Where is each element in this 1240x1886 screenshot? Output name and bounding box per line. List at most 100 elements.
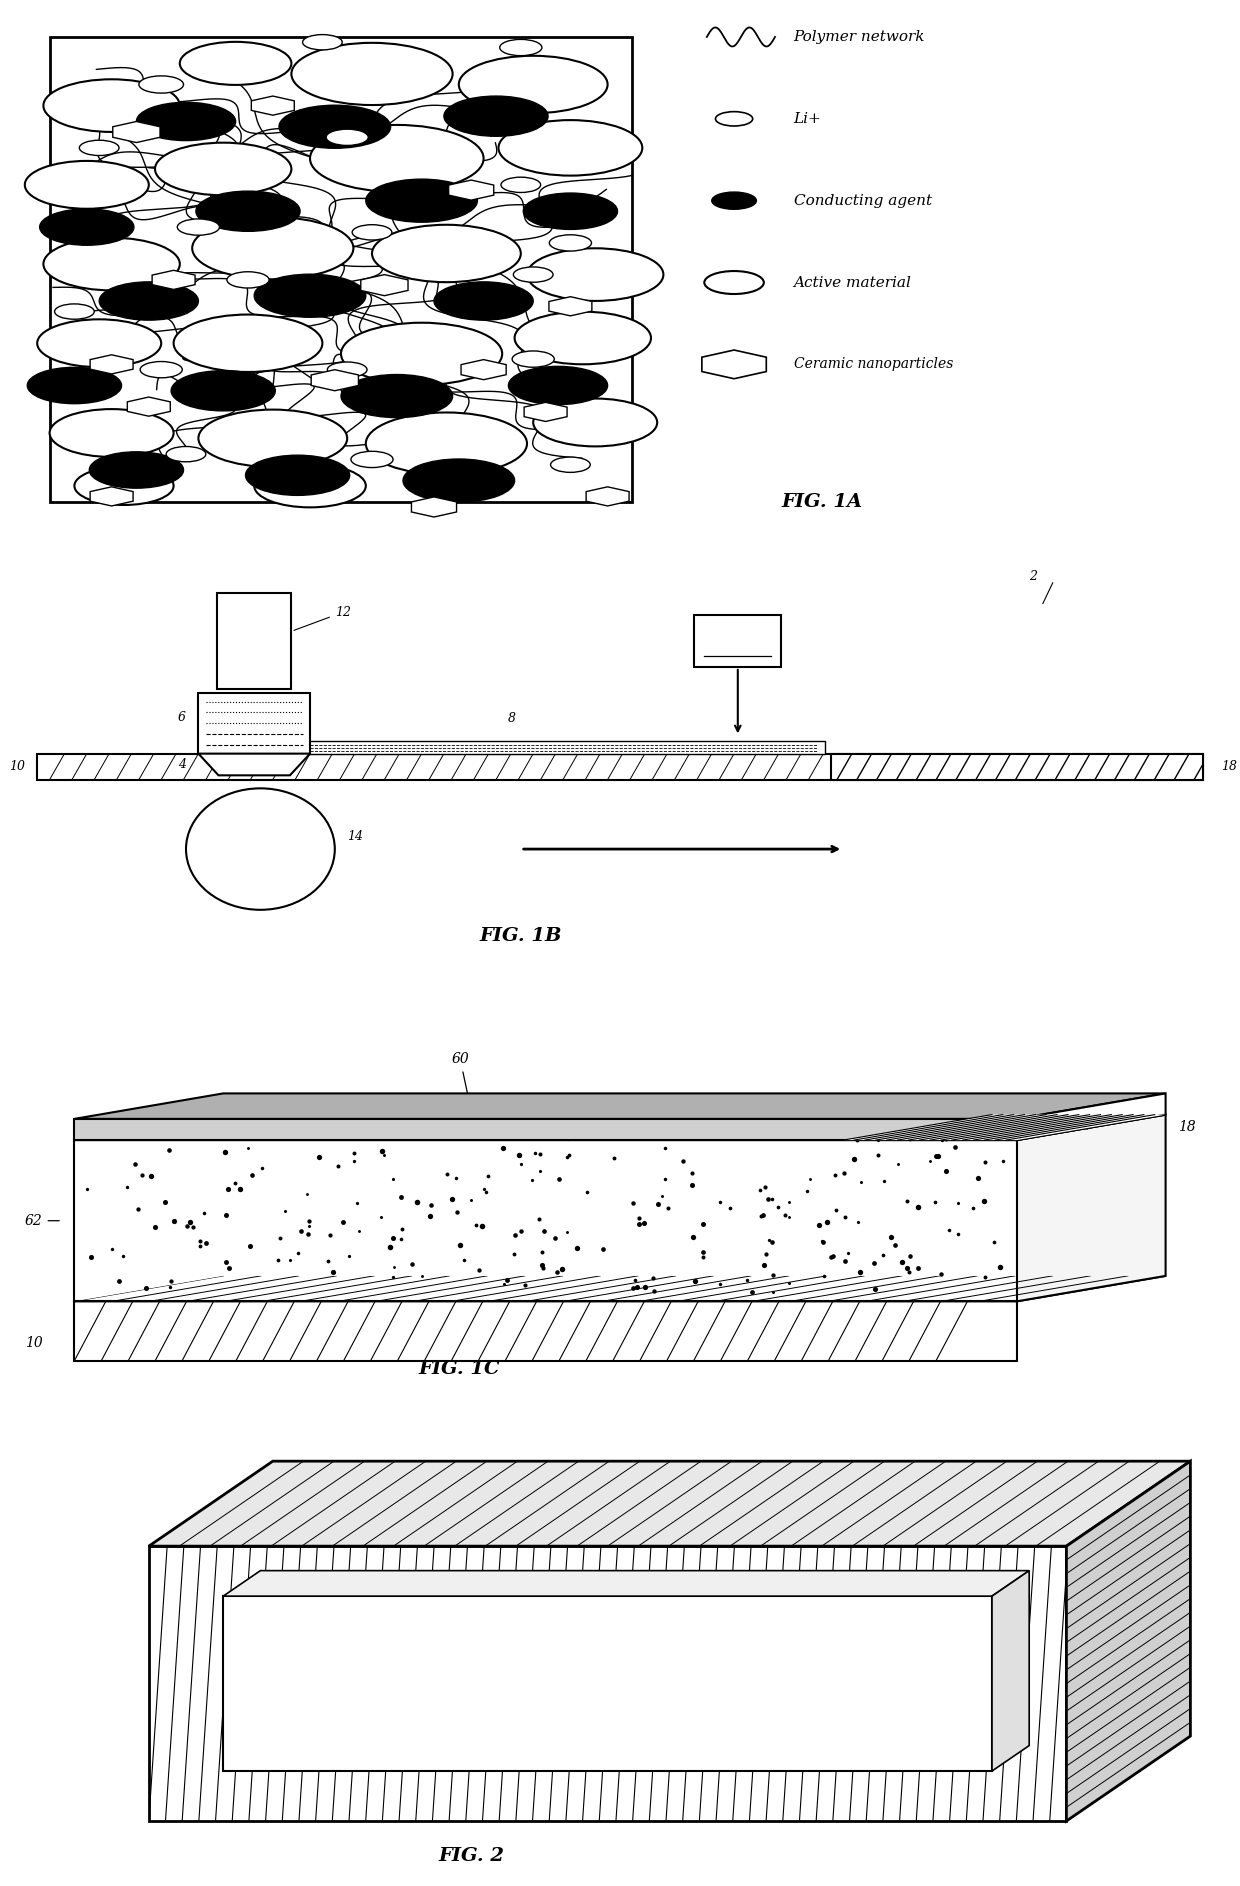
Ellipse shape (704, 272, 764, 294)
Ellipse shape (192, 217, 353, 279)
Text: Polymer network: Polymer network (794, 30, 925, 43)
Ellipse shape (366, 413, 527, 475)
Text: FIG. 1C: FIG. 1C (418, 1360, 500, 1379)
Text: 12: 12 (294, 605, 351, 630)
Polygon shape (549, 296, 591, 315)
Polygon shape (1017, 1094, 1166, 1139)
Bar (223, 1596, 992, 1771)
Ellipse shape (25, 160, 149, 209)
Ellipse shape (43, 79, 180, 132)
Ellipse shape (99, 281, 198, 321)
Ellipse shape (434, 281, 533, 321)
Ellipse shape (513, 268, 553, 283)
Polygon shape (992, 1571, 1029, 1771)
Text: 62: 62 (25, 1215, 60, 1228)
Bar (37, 754, 1203, 779)
Ellipse shape (549, 234, 591, 251)
Text: Ceramic nanoparticles: Ceramic nanoparticles (794, 356, 954, 372)
Ellipse shape (139, 75, 184, 92)
Polygon shape (153, 270, 195, 289)
Ellipse shape (352, 224, 392, 240)
Ellipse shape (40, 209, 134, 245)
Text: FIG. 1B: FIG. 1B (480, 926, 562, 945)
Bar (50, 38, 632, 502)
Ellipse shape (508, 366, 608, 405)
Ellipse shape (366, 179, 477, 223)
Ellipse shape (37, 319, 161, 368)
Ellipse shape (341, 375, 453, 417)
Ellipse shape (326, 128, 368, 145)
Ellipse shape (715, 111, 753, 126)
Ellipse shape (186, 788, 335, 909)
Polygon shape (525, 402, 567, 421)
Polygon shape (198, 754, 310, 775)
Ellipse shape (310, 124, 484, 192)
Ellipse shape (341, 323, 502, 385)
Ellipse shape (303, 34, 342, 49)
Ellipse shape (89, 453, 184, 488)
Text: 10: 10 (9, 760, 25, 773)
Polygon shape (1066, 1462, 1190, 1822)
Text: Active material: Active material (794, 275, 911, 290)
Bar (217, 592, 291, 688)
Polygon shape (91, 355, 133, 373)
Polygon shape (74, 1275, 1166, 1301)
Ellipse shape (512, 351, 554, 368)
Ellipse shape (444, 96, 548, 136)
Ellipse shape (254, 273, 366, 317)
Polygon shape (74, 1118, 1017, 1139)
Text: 10: 10 (25, 1335, 42, 1350)
Ellipse shape (171, 372, 275, 411)
Polygon shape (128, 398, 170, 417)
Ellipse shape (523, 192, 618, 230)
Ellipse shape (327, 362, 367, 377)
Ellipse shape (196, 190, 300, 232)
Ellipse shape (55, 304, 94, 319)
Ellipse shape (515, 311, 651, 364)
Ellipse shape (174, 315, 322, 372)
Ellipse shape (279, 106, 391, 149)
Ellipse shape (136, 102, 236, 141)
Ellipse shape (551, 456, 590, 472)
Ellipse shape (50, 409, 174, 456)
Ellipse shape (372, 224, 521, 283)
Polygon shape (449, 179, 494, 200)
Bar (198, 692, 310, 754)
Ellipse shape (227, 272, 269, 289)
Text: 14: 14 (347, 830, 363, 843)
Text: 4: 4 (179, 758, 186, 771)
Text: FIG. 2: FIG. 2 (438, 1846, 505, 1865)
Polygon shape (74, 1094, 1166, 1118)
Ellipse shape (177, 219, 219, 236)
Polygon shape (74, 1115, 1166, 1139)
Ellipse shape (254, 464, 366, 507)
Polygon shape (149, 1547, 1066, 1822)
Ellipse shape (501, 177, 541, 192)
Polygon shape (1017, 1115, 1166, 1301)
Polygon shape (91, 487, 133, 505)
Text: 18: 18 (1221, 760, 1238, 773)
Polygon shape (587, 487, 629, 505)
Ellipse shape (403, 458, 515, 502)
Ellipse shape (140, 362, 182, 377)
Polygon shape (412, 496, 456, 517)
Text: 8: 8 (508, 713, 516, 726)
Ellipse shape (351, 451, 393, 468)
Polygon shape (113, 121, 160, 143)
Ellipse shape (459, 57, 608, 113)
Ellipse shape (291, 43, 453, 106)
Text: 6: 6 (179, 711, 186, 724)
Ellipse shape (246, 455, 350, 496)
Bar (694, 615, 781, 668)
Ellipse shape (74, 466, 174, 505)
Text: Li+: Li+ (794, 111, 821, 126)
Ellipse shape (533, 398, 657, 447)
Bar (304, 741, 825, 754)
Polygon shape (74, 1301, 1017, 1362)
Polygon shape (361, 275, 408, 296)
Polygon shape (149, 1462, 1190, 1547)
Polygon shape (74, 1139, 1017, 1301)
Ellipse shape (500, 40, 542, 57)
Text: FIG. 1A: FIG. 1A (781, 492, 862, 511)
Polygon shape (843, 1115, 1166, 1139)
